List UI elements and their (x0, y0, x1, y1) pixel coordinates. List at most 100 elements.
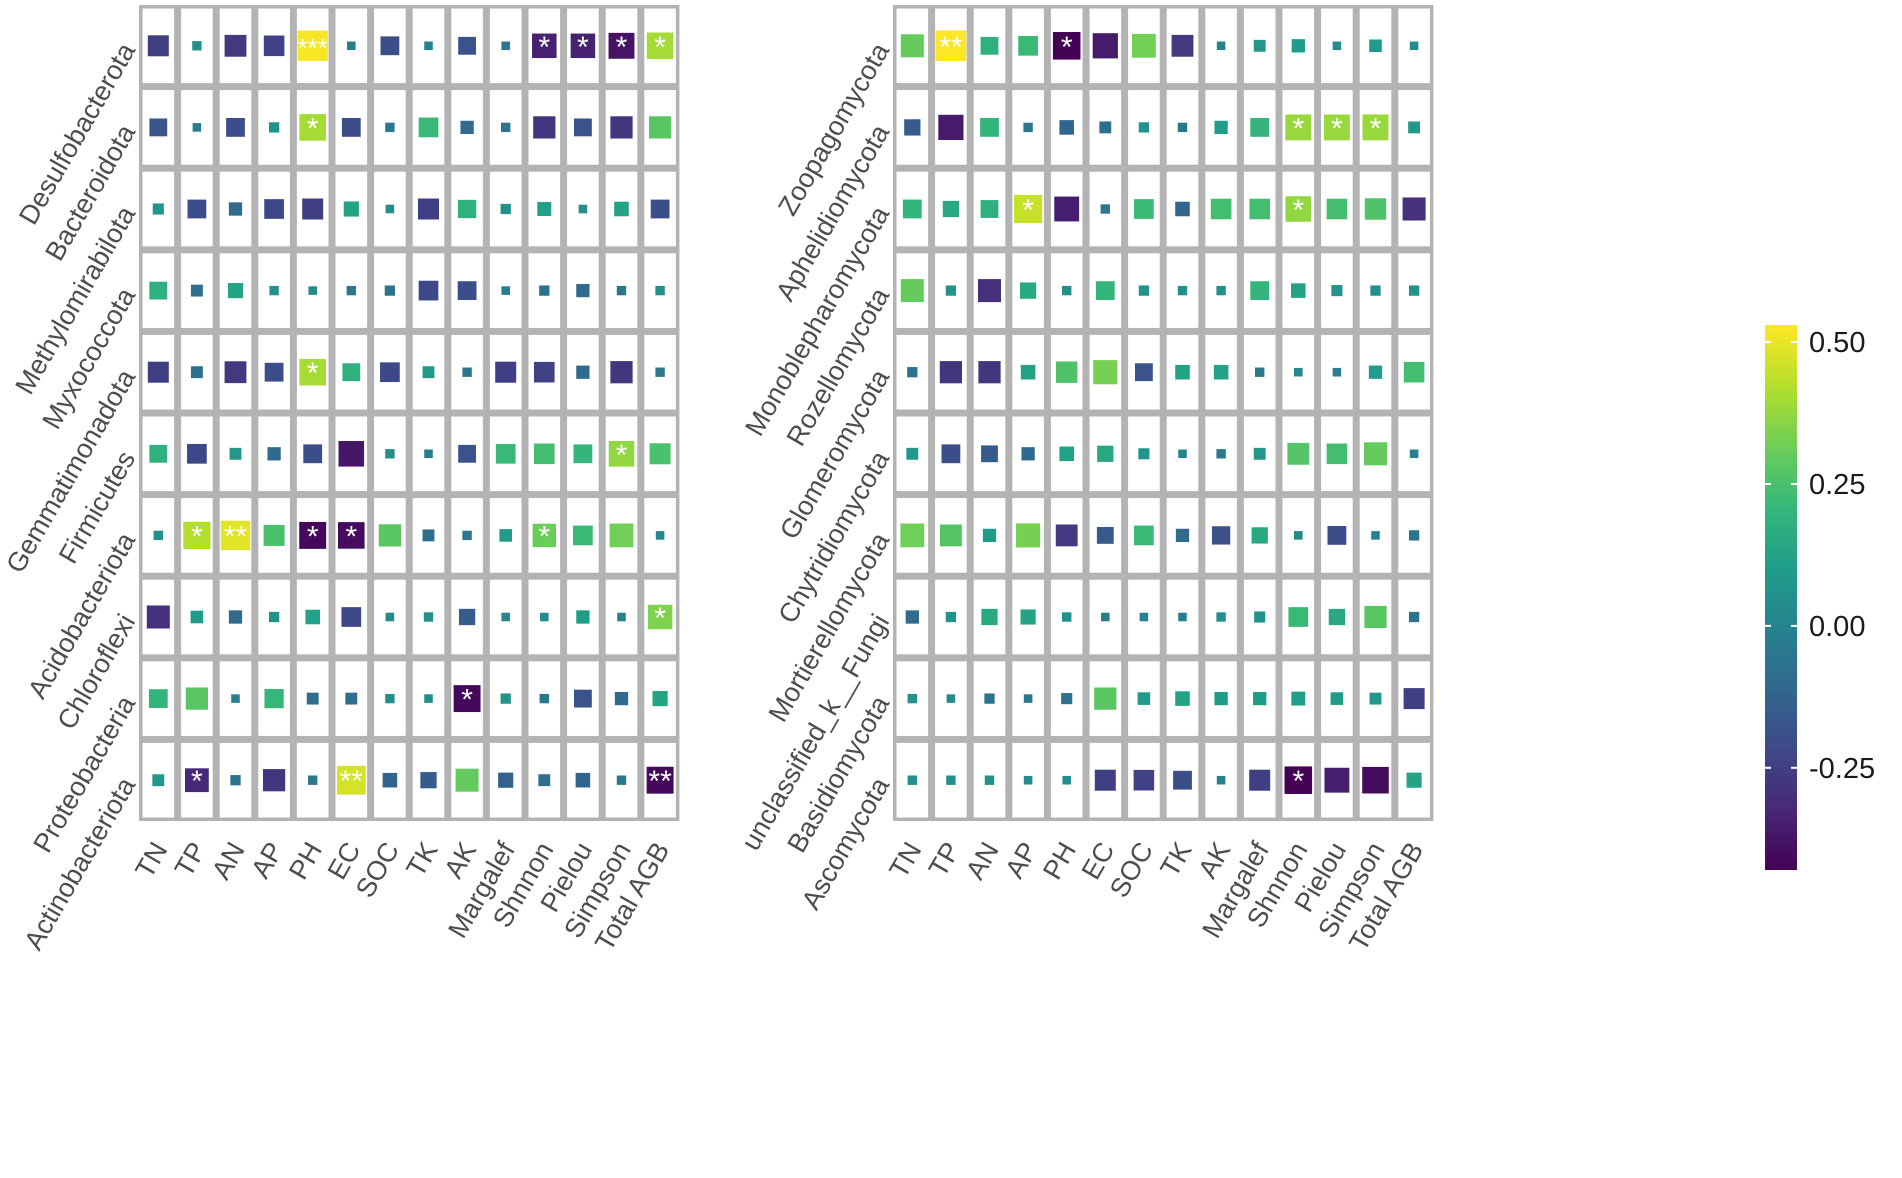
cell-ascomycota-margalef (1249, 769, 1271, 791)
cell-chloroflexi-ak (458, 608, 476, 626)
cell-ascomycota-ph (1062, 775, 1071, 785)
cell-myxococcota-tp (190, 284, 203, 297)
cell-bacteroidota-ph (299, 114, 326, 141)
cell-myxococcota-soc (384, 285, 396, 296)
cell-methylomirabilota-shnnon (537, 202, 552, 216)
significance-mark: ** (340, 765, 364, 798)
column-label-tk: TK (400, 837, 443, 882)
cell-methylomirabilota-ak (457, 199, 477, 219)
cell-myxococcota-total-agb (655, 285, 665, 296)
cell-myxococcota-pielou (576, 283, 590, 298)
cell-chytridiomycota-shnnon (1287, 442, 1310, 465)
cell-chytridiomycota-ap (1021, 447, 1035, 461)
colorbar-tick-label: 0.00 (1809, 611, 1865, 643)
cell-monoblepharomycota-soc (1134, 199, 1154, 219)
cell-aphelidiomycota-margalef (1250, 118, 1270, 137)
cell-acidobacteriota-margalef (499, 529, 513, 542)
cell-chloroflexi-an (228, 610, 243, 624)
cell-basidiomycota-tk (1175, 691, 1190, 706)
cell-mortierellomycota-ap (1016, 523, 1041, 548)
cell-mortierellomycota-tn (900, 523, 925, 548)
cell-glomeromycota-pielou (1332, 367, 1342, 377)
cell-zoopagomycota-ap (1018, 35, 1038, 56)
cell-actinobacteriota-tk (420, 772, 437, 789)
cell-actinobacteriota-ak (455, 768, 479, 792)
cell-acidobacteriota-tn (153, 530, 163, 541)
cell-actinobacteriota-pielou (575, 772, 591, 788)
cell-mortierellomycota-pielou (1327, 526, 1347, 545)
cell-glomeromycota-simpson (1368, 365, 1383, 379)
cell-actinobacteriota-margalef (498, 772, 514, 788)
cell-desulfobacterota-shnnon (532, 33, 557, 59)
cell-chytridiomycota-tp (941, 444, 961, 464)
cell-aphelidiomycota-shnnon (1285, 114, 1312, 141)
cell-basidiomycota-soc (1137, 692, 1151, 705)
cell-mortierellomycota-ec (1096, 526, 1114, 544)
cell-ascomycota-tk (1173, 770, 1192, 790)
cell-myxococcota-ph (308, 286, 317, 295)
cell-acidobacteriota-simpson (609, 523, 634, 548)
cell-gemmatimonadota-total-agb (655, 367, 665, 377)
cell-zoopagomycota-ec (1092, 33, 1118, 59)
cell-monoblepharomycota-pielou (1326, 198, 1348, 220)
cell-mortierellomycota-ph (1055, 524, 1078, 547)
cell-actinobacteriota-ec (336, 765, 366, 795)
cell-acidobacteriota-shnnon (532, 523, 557, 548)
cell-methylomirabilota-simpson (614, 201, 629, 217)
cell-basidiomycota-simpson (1369, 692, 1382, 705)
significance-mark: * (461, 684, 473, 717)
cell-glomeromycota-tn (907, 367, 918, 378)
cell-actinobacteriota-ph (308, 775, 318, 785)
cell-aphelidiomycota-ap (1023, 122, 1033, 133)
column-label-an: AN (206, 837, 251, 884)
cell-gemmatimonadota-ec (342, 363, 361, 382)
cell-acidobacteriota-an (220, 520, 251, 551)
cell-firmicutes-ak (458, 444, 477, 463)
cell-basidiomycota-shnnon (1291, 691, 1306, 706)
cell-ascomycota-total-agb (1406, 772, 1422, 788)
cell-methylomirabilota-tn (152, 203, 164, 215)
significance-mark: * (616, 439, 628, 472)
significance-mark: * (191, 520, 203, 553)
cell-basidiomycota-an (984, 693, 995, 704)
cell-zoopagomycota-margalef (1253, 39, 1266, 52)
significance-mark: * (654, 31, 666, 64)
cell-desulfobacterota-ak (458, 36, 477, 55)
cell-gemmatimonadota-ak (462, 367, 472, 377)
cell-unclassified-k-fungi-soc (1139, 612, 1149, 622)
significance-mark: * (654, 602, 666, 635)
cell-chytridiomycota-total-agb (1409, 449, 1419, 459)
significance-mark: * (1331, 112, 1343, 145)
cell-rozellomycota-ak (1216, 285, 1226, 296)
bacteria-heatmap: *** * * * ***** ** * * **** ** **DesulfobacterotaB… (0, 5, 680, 956)
colorbar-tick-label: 0.25 (1809, 469, 1865, 501)
cell-desulfobacterota-ph (297, 30, 328, 61)
cell-chytridiomycota-margalef (1253, 447, 1266, 460)
cell-aphelidiomycota-ec (1099, 121, 1112, 134)
cell-proteobacteria-simpson (614, 691, 629, 706)
cell-desulfobacterota-soc (380, 36, 400, 56)
cell-proteobacteria-an (231, 694, 240, 703)
cell-glomeromycota-an (978, 361, 1001, 384)
significance-mark: ** (648, 765, 672, 798)
cell-zoopagomycota-tp (935, 30, 967, 62)
cell-zoopagomycota-simpson (1369, 39, 1382, 53)
cell-ascomycota-tn (907, 775, 917, 785)
cell-monoblepharomycota-shnnon (1285, 196, 1312, 222)
cell-desulfobacterota-margalef (501, 41, 510, 51)
cell-acidobacteriota-tk (422, 529, 435, 542)
cell-bacteroidota-margalef (501, 122, 511, 133)
cell-aphelidiomycota-ak (1214, 120, 1228, 135)
cell-gemmatimonadota-ph (299, 358, 326, 386)
cell-unclassified-k-fungi-ap (1020, 609, 1036, 625)
cell-chloroflexi-tp (190, 610, 204, 624)
significance-mark: * (1292, 112, 1304, 145)
cell-firmicutes-total-agb (649, 443, 671, 465)
cell-mortierellomycota-simpson (1371, 531, 1380, 540)
cell-gemmatimonadota-pielou (576, 365, 590, 379)
cell-glomeromycota-shnnon (1294, 367, 1303, 377)
cell-monoblepharomycota-ph (1054, 196, 1080, 222)
cell-chloroflexi-soc (385, 612, 395, 622)
column-label-tn: TN (884, 837, 928, 883)
